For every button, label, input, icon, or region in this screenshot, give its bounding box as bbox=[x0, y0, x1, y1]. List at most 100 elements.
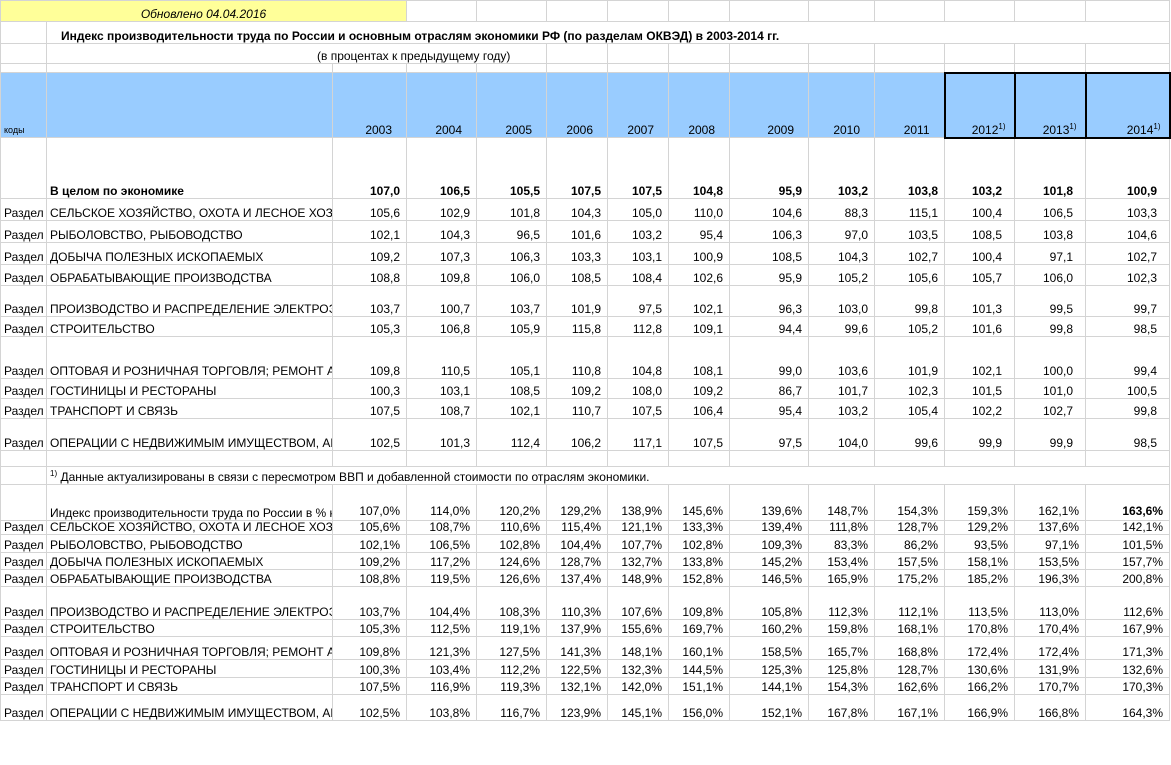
index-title[interactable]: Индекс производительности труда по Росси… bbox=[46, 484, 333, 521]
growth-value[interactable]: 101,9 bbox=[546, 285, 609, 317]
growth-value[interactable]: 102,1 bbox=[944, 336, 1016, 379]
section-code[interactable]: Раздел K bbox=[0, 418, 47, 451]
index-value[interactable]: 169,7% bbox=[668, 619, 731, 637]
index-value[interactable]: 103,4% bbox=[406, 659, 478, 678]
index-value[interactable]: 160,1% bbox=[668, 636, 731, 660]
growth-value[interactable]: 100,9 bbox=[668, 242, 731, 265]
empty-cell[interactable] bbox=[808, 0, 876, 22]
index-value[interactable]: 165,7% bbox=[808, 636, 876, 660]
index-value[interactable]: 104,4% bbox=[406, 586, 478, 620]
growth-value[interactable]: 106,3 bbox=[729, 220, 810, 243]
growth-value[interactable]: 100,5 bbox=[1085, 378, 1171, 399]
index-value[interactable]: 126,6% bbox=[476, 569, 548, 587]
index-value[interactable]: 102,8% bbox=[668, 534, 731, 553]
growth-value[interactable]: 103,1 bbox=[406, 378, 478, 399]
empty-cell[interactable] bbox=[607, 63, 670, 73]
index-value[interactable]: 185,2% bbox=[944, 569, 1016, 587]
growth-value[interactable]: 96,5 bbox=[476, 220, 548, 243]
growth-value[interactable]: 104,3 bbox=[406, 220, 478, 243]
index-value[interactable]: 93,5% bbox=[944, 534, 1016, 553]
empty-cell[interactable] bbox=[607, 43, 670, 64]
index-value[interactable]: 116,9% bbox=[406, 677, 478, 695]
index-value[interactable]: 133,8% bbox=[668, 552, 731, 570]
index-value[interactable]: 153,5% bbox=[1014, 552, 1087, 570]
index-value[interactable]: 124,6% bbox=[476, 552, 548, 570]
index-value[interactable]: 108,7% bbox=[406, 520, 478, 535]
growth-value[interactable]: 110,0 bbox=[668, 198, 731, 221]
section-name[interactable]: СЕЛЬСКОЕ ХОЗЯЙСТВО, ОХОТА И ЛЕСНОЕ ХОЗЯЙ… bbox=[46, 198, 333, 221]
empty-cell[interactable] bbox=[944, 450, 1016, 467]
growth-value[interactable]: 109,8 bbox=[331, 336, 408, 379]
growth-value[interactable]: 108,8 bbox=[331, 264, 408, 286]
index-value[interactable]: 144,1% bbox=[729, 677, 810, 695]
section-name[interactable]: ПРОИЗВОДСТВО И РАСПРЕДЕЛЕНИЕ ЭЛЕКТРОЭНЕР… bbox=[46, 586, 333, 620]
index-value[interactable]: 119,1% bbox=[476, 619, 548, 637]
section-code[interactable]: Раздел F bbox=[0, 316, 47, 337]
growth-value[interactable]: 105,2 bbox=[874, 316, 946, 337]
index-value[interactable]: 172,4% bbox=[944, 636, 1016, 660]
index-value[interactable]: 170,4% bbox=[1014, 619, 1087, 637]
index-value[interactable]: 167,8% bbox=[808, 694, 876, 721]
index-total-value[interactable]: 145,6% bbox=[668, 484, 731, 521]
index-value[interactable]: 128,7% bbox=[874, 659, 946, 678]
growth-value[interactable]: 107,5 bbox=[331, 398, 408, 419]
index-value[interactable]: 109,2% bbox=[331, 552, 408, 570]
index-value[interactable]: 152,8% bbox=[668, 569, 731, 587]
index-value[interactable]: 159,8% bbox=[808, 619, 876, 637]
section-code[interactable]: Раздел I bbox=[0, 677, 47, 695]
total-value[interactable]: 103,2 bbox=[808, 137, 876, 199]
empty-cell[interactable] bbox=[808, 63, 876, 73]
index-value[interactable]: 171,3% bbox=[1085, 636, 1171, 660]
footnote-cell[interactable]: 1) Данные актуализированы в связи с пере… bbox=[45, 466, 1171, 485]
index-value[interactable]: 102,1% bbox=[331, 534, 408, 553]
index-value[interactable]: 108,8% bbox=[331, 569, 408, 587]
section-name[interactable]: ОБРАБАТЫВАЮЩИЕ ПРОИЗВОДСТВА bbox=[46, 569, 333, 587]
growth-value[interactable]: 98,5 bbox=[1085, 316, 1171, 337]
year-header-2011[interactable]: 2011 bbox=[874, 72, 946, 138]
index-total-value[interactable]: 120,2% bbox=[476, 484, 548, 521]
name-header[interactable] bbox=[46, 72, 333, 138]
growth-value[interactable]: 99,8 bbox=[1014, 316, 1087, 337]
index-value[interactable]: 141,3% bbox=[546, 636, 609, 660]
growth-value[interactable]: 105,7 bbox=[944, 264, 1016, 286]
index-value[interactable]: 107,5% bbox=[331, 677, 408, 695]
year-header-2010[interactable]: 2010 bbox=[808, 72, 876, 138]
index-value[interactable]: 166,2% bbox=[944, 677, 1016, 695]
index-total-value[interactable]: 107,0% bbox=[331, 484, 408, 521]
empty-cell[interactable] bbox=[607, 0, 670, 22]
empty-cell[interactable] bbox=[729, 43, 810, 64]
growth-value[interactable]: 99,4 bbox=[1085, 336, 1171, 379]
section-name[interactable]: ДОБЫЧА ПОЛЕЗНЫХ ИСКОПАЕМЫХ bbox=[46, 242, 333, 265]
index-value[interactable]: 132,7% bbox=[607, 552, 670, 570]
empty-cell[interactable] bbox=[668, 450, 731, 467]
growth-value[interactable]: 103,7 bbox=[331, 285, 408, 317]
empty-cell[interactable] bbox=[1085, 450, 1171, 467]
growth-value[interactable]: 88,3 bbox=[808, 198, 876, 221]
index-value[interactable]: 148,9% bbox=[607, 569, 670, 587]
section-code[interactable]: Раздел B bbox=[0, 534, 47, 553]
section-code[interactable]: Раздел K bbox=[0, 694, 47, 721]
total-value[interactable]: 105,5 bbox=[476, 137, 548, 199]
section-name[interactable]: ОПЕРАЦИИ С НЕДВИЖИМЫМ ИМУЩЕСТВОМ, АРЕНДА… bbox=[46, 694, 333, 721]
index-total-value[interactable]: 162,1% bbox=[1014, 484, 1087, 521]
empty-cell[interactable] bbox=[668, 63, 731, 73]
index-value[interactable]: 172,4% bbox=[1014, 636, 1087, 660]
index-value[interactable]: 112,1% bbox=[874, 586, 946, 620]
growth-value[interactable]: 108,5 bbox=[546, 264, 609, 286]
empty-cell[interactable] bbox=[874, 63, 946, 73]
total-value[interactable]: 106,5 bbox=[406, 137, 478, 199]
index-value[interactable]: 105,3% bbox=[331, 619, 408, 637]
total-value[interactable]: 104,8 bbox=[668, 137, 731, 199]
index-value[interactable]: 131,9% bbox=[1014, 659, 1087, 678]
index-value[interactable]: 156,0% bbox=[668, 694, 731, 721]
index-value[interactable]: 154,3% bbox=[808, 677, 876, 695]
index-value[interactable]: 158,5% bbox=[729, 636, 810, 660]
index-value[interactable]: 109,3% bbox=[729, 534, 810, 553]
section-name[interactable]: ОПЕРАЦИИ С НЕДВИЖИМЫМ ИМУЩЕСТВОМ, АРЕНДА… bbox=[46, 418, 333, 451]
growth-value[interactable]: 108,7 bbox=[406, 398, 478, 419]
index-value[interactable]: 106,5% bbox=[406, 534, 478, 553]
growth-value[interactable]: 100,3 bbox=[331, 378, 408, 399]
growth-value[interactable]: 97,0 bbox=[808, 220, 876, 243]
updated-cell[interactable]: Обновлено 04.04.2016 bbox=[0, 0, 408, 22]
growth-value[interactable]: 95,4 bbox=[729, 398, 810, 419]
